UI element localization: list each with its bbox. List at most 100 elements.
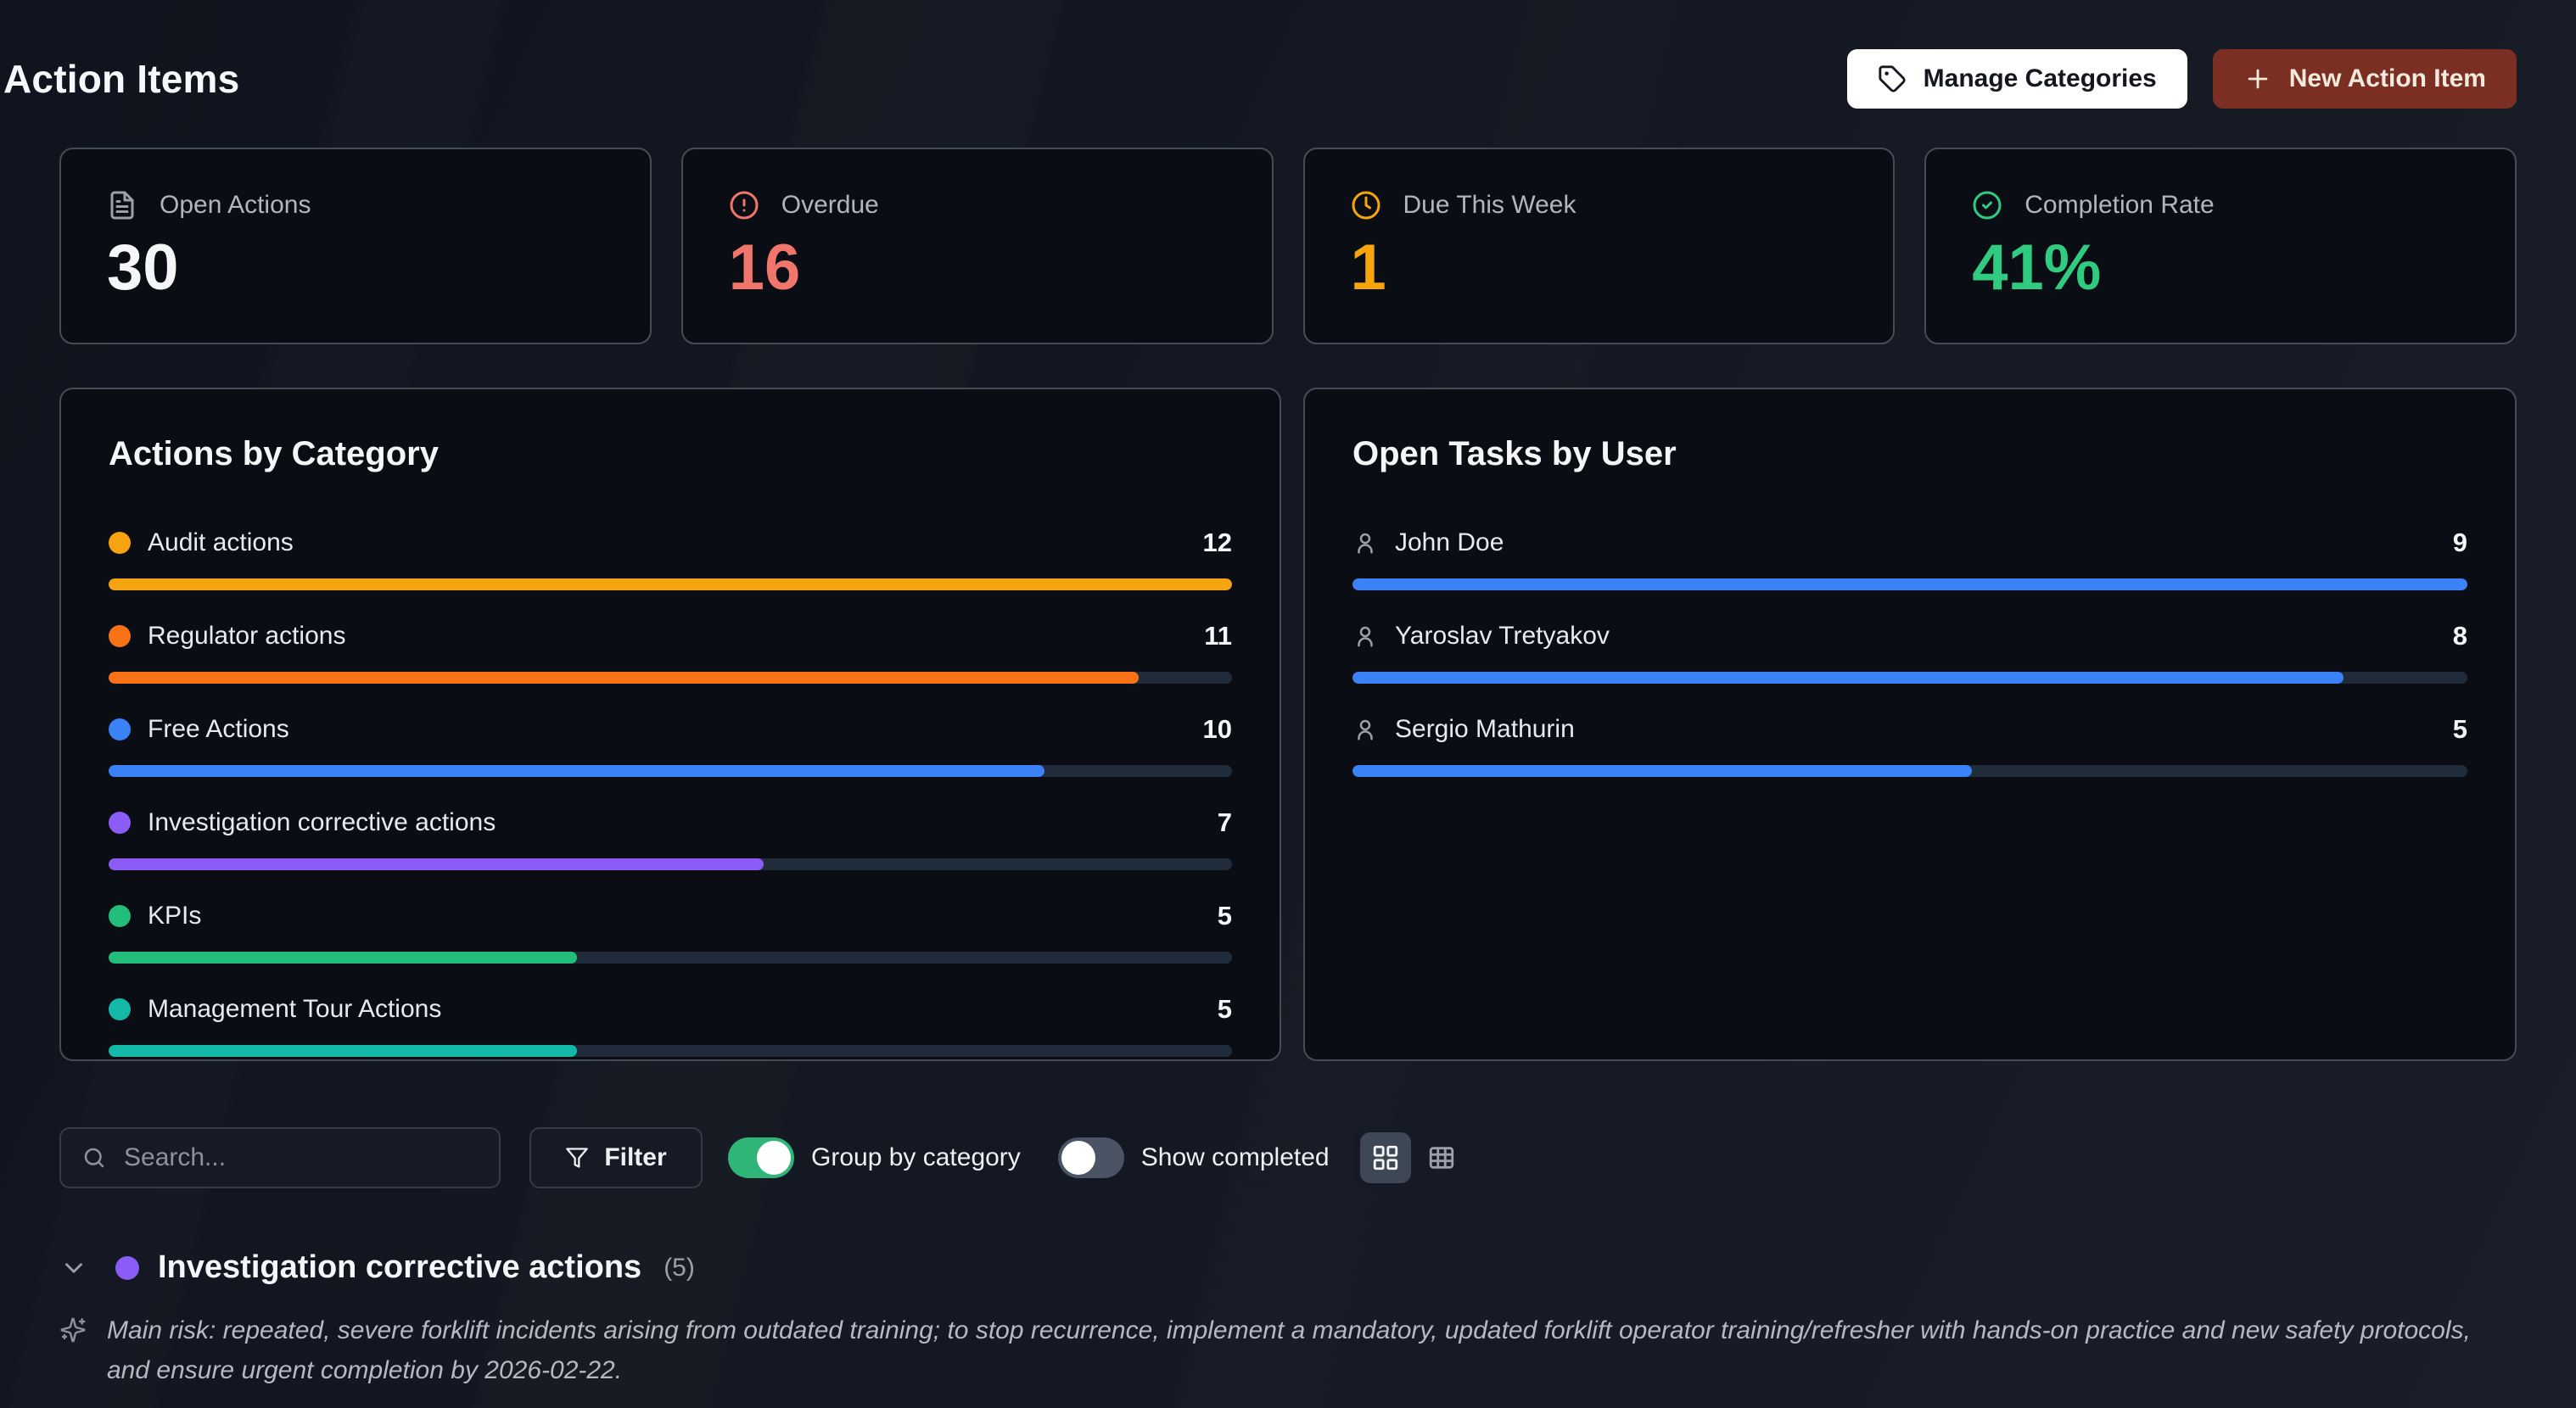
bar-track — [109, 952, 1232, 964]
page-title: Action Items — [3, 57, 240, 101]
group-by-category-label: Group by category — [811, 1143, 1021, 1171]
category-row-label: Audit actions — [148, 528, 294, 556]
category-row-label: Management Tour Actions — [148, 995, 442, 1023]
category-color-dot — [109, 812, 131, 834]
category-row: Investigation corrective actions 7 — [109, 806, 1232, 870]
category-color-dot — [109, 625, 131, 647]
stat-label: Completion Rate — [2024, 191, 2215, 219]
plus-icon — [2243, 64, 2272, 93]
category-row-count: 5 — [1217, 994, 1232, 1024]
filter-icon — [565, 1146, 589, 1170]
category-row-count: 7 — [1217, 807, 1232, 837]
filter-button[interactable]: Filter — [529, 1127, 703, 1188]
bar-fill — [109, 578, 1232, 590]
category-group-header[interactable]: Investigation corrective actions (5) — [59, 1249, 2517, 1286]
search-icon — [81, 1145, 107, 1171]
user-icon — [1352, 717, 1378, 742]
view-mode-switcher — [1352, 1126, 1474, 1190]
bar-track — [109, 858, 1232, 870]
bar-fill — [109, 858, 764, 870]
search-input[interactable] — [124, 1143, 479, 1172]
group-by-category-toggle[interactable] — [728, 1137, 794, 1178]
user-row-count: 8 — [2452, 621, 2467, 651]
group-by-category-control: Group by category — [728, 1137, 1021, 1178]
filter-label: Filter — [604, 1143, 667, 1171]
category-row-count: 5 — [1217, 901, 1232, 930]
bar-fill — [109, 672, 1139, 684]
category-group-count: (5) — [664, 1253, 695, 1282]
table-view-button[interactable] — [1416, 1132, 1467, 1183]
category-bar-list: Audit actions 12 Regulator actions 11 Fr… — [109, 526, 1232, 1057]
stat-label: Open Actions — [160, 191, 311, 219]
category-color-dot — [109, 532, 131, 554]
manage-categories-label: Manage Categories — [1923, 64, 2157, 92]
bar-track — [109, 672, 1232, 684]
check-circle-icon — [1972, 190, 2002, 221]
user-row-label: John Doe — [1395, 528, 1504, 556]
user-icon — [1352, 530, 1378, 556]
user-bar-list: John Doe 9 Yaroslav Tretyakov 8 Sergio M… — [1352, 526, 2467, 777]
user-row-count: 9 — [2452, 528, 2467, 557]
user-row: Yaroslav Tretyakov 8 — [1352, 619, 2467, 684]
category-row: Audit actions 12 — [109, 526, 1232, 590]
stat-value: 30 — [107, 232, 179, 304]
category-color-dot — [109, 905, 131, 927]
user-icon — [1352, 623, 1378, 649]
stat-card: Completion Rate 41% — [1924, 148, 2517, 344]
actions-by-category-panel: Actions by Category Audit actions 12 Reg… — [59, 388, 1281, 1061]
bar-track — [109, 765, 1232, 777]
search-box[interactable] — [59, 1127, 501, 1188]
bar-fill — [109, 765, 1045, 777]
bar-track — [1352, 765, 2467, 777]
bar-track — [1352, 672, 2467, 684]
bar-fill — [1352, 672, 2344, 684]
category-row-count: 11 — [1204, 621, 1232, 651]
stat-card: Due This Week 1 — [1302, 148, 1896, 344]
show-completed-label: Show completed — [1140, 1143, 1330, 1171]
tag-icon — [1878, 64, 1907, 93]
ai-risk-summary: Main risk: repeated, severe forklift inc… — [59, 1311, 2517, 1390]
stat-label: Due This Week — [1403, 191, 1576, 219]
user-row-label: Sergio Mathurin — [1395, 715, 1575, 743]
list-toolbar: Filter Group by category Show completed — [59, 1126, 2517, 1190]
ai-risk-summary-text: Main risk: repeated, severe forklift inc… — [107, 1316, 2471, 1384]
chevron-down-icon[interactable] — [59, 1254, 88, 1282]
grid-view-icon — [1371, 1143, 1400, 1172]
bar-fill — [1352, 765, 1972, 777]
sparkles-icon — [59, 1316, 87, 1344]
category-row-label: Investigation corrective actions — [148, 808, 496, 836]
user-row-count: 5 — [2452, 714, 2467, 744]
alert-circle-icon — [729, 190, 759, 221]
page-header: Action Items Manage Categories New Actio… — [0, 0, 2576, 109]
category-row: KPIs 5 — [109, 899, 1232, 964]
bar-fill — [1352, 578, 2467, 590]
stat-card: Open Actions 30 — [59, 148, 652, 344]
bar-track — [1352, 578, 2467, 590]
new-action-item-button[interactable]: New Action Item — [2212, 49, 2517, 109]
new-action-item-label: New Action Item — [2288, 64, 2486, 92]
toggle-knob — [1061, 1141, 1095, 1175]
category-row-label: Regulator actions — [148, 622, 346, 650]
category-row-count: 10 — [1202, 714, 1232, 744]
bar-track — [109, 1045, 1232, 1057]
open-tasks-by-user-panel: Open Tasks by User John Doe 9 Yaroslav T… — [1303, 388, 2517, 1061]
toggle-knob — [757, 1141, 791, 1175]
panel-title-open-tasks-by-user: Open Tasks by User — [1352, 435, 1677, 472]
show-completed-toggle[interactable] — [1057, 1137, 1124, 1178]
category-row-label: Free Actions — [148, 715, 289, 743]
stat-card: Overdue 16 — [680, 148, 1274, 344]
category-row: Free Actions 10 — [109, 712, 1232, 777]
category-row-label: KPIs — [148, 902, 202, 930]
manage-categories-button[interactable]: Manage Categories — [1846, 49, 2187, 109]
category-color-dot — [115, 1255, 139, 1280]
bar-fill — [109, 1045, 577, 1057]
category-color-dot — [109, 998, 131, 1020]
category-row: Management Tour Actions 5 — [109, 992, 1232, 1057]
category-group-title: Investigation corrective actions — [158, 1249, 642, 1285]
stat-value: 1 — [1350, 232, 1386, 304]
grid-view-button[interactable] — [1359, 1132, 1411, 1183]
show-completed-control: Show completed — [1057, 1137, 1330, 1178]
table-view-icon — [1427, 1143, 1456, 1172]
user-row: Sergio Mathurin 5 — [1352, 712, 2467, 777]
